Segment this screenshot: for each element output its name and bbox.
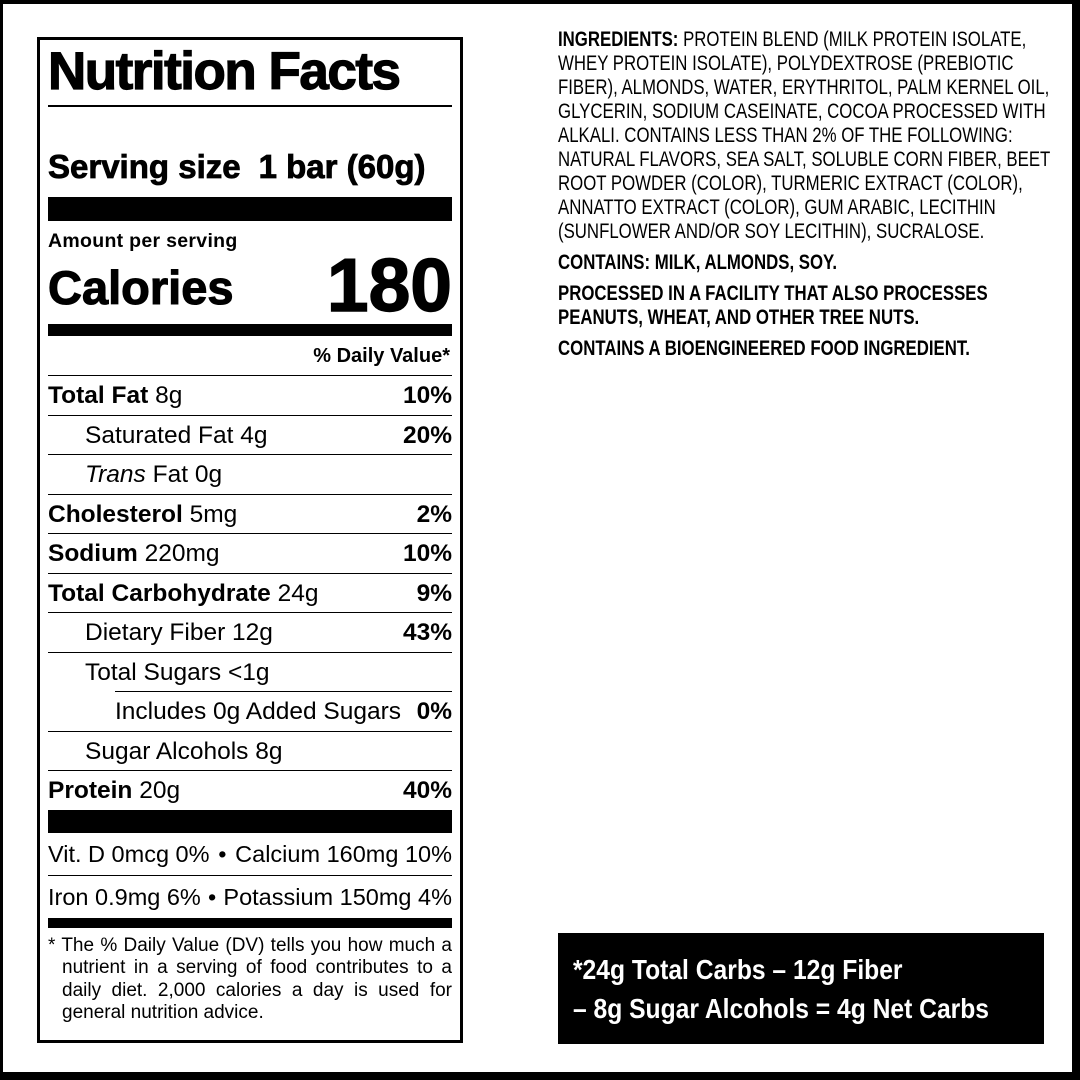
title-rule: [48, 105, 452, 107]
nutrient-row: Trans Fat 0g: [48, 454, 452, 494]
vitamin-row: Vit. D 0mcg 0% • Calcium 160mg 10%: [48, 833, 452, 875]
iron-value: Iron 0.9mg 6%: [48, 883, 201, 910]
net-carbs-line2: – 8g Sugar Alcohols = 4g Net Carbs: [572, 993, 989, 1024]
nutrient-name-amount: Cholesterol 5mg: [48, 500, 238, 528]
nutrient-row: Saturated Fat 4g 20%: [48, 414, 452, 455]
serving-size-label: Serving size: [48, 148, 241, 186]
bullet-separator: •: [218, 840, 227, 867]
calories-label: Calories: [47, 260, 234, 314]
nutrient-name-amount: Includes 0g Added Sugars: [115, 698, 402, 725]
calories-value: 180: [326, 243, 453, 327]
nutrient-daily-value: 43%: [402, 619, 452, 646]
ingredients-body: PROTEIN BLEND (MILK PROTEIN ISOLATE, WHE…: [558, 28, 1051, 243]
daily-value-header: % Daily Value*: [313, 345, 450, 367]
ingredients-lead: INGREDIENTS:: [558, 28, 679, 51]
vitamin-row: Iron 0.9mg 6% • Potassium 150mg 4%: [48, 874, 452, 918]
nutrient-name-amount: Dietary Fiber 12g: [85, 619, 273, 646]
nutrient-daily-value: 40%: [402, 777, 452, 804]
nutrient-row: Cholesterol 5mg 2%: [48, 493, 452, 534]
ingredients-paragraph: INGREDIENTS: PROTEIN BLEND (MILK PROTEIN…: [558, 28, 1064, 244]
frame-edge-right: [1072, 0, 1080, 1080]
nutrient-row: Sugar Alcohols 8g: [48, 730, 452, 771]
separator-bar-thick: [48, 197, 452, 221]
nutrient-name-amount: Trans Fat 0g: [85, 461, 223, 488]
nutrient-daily-value: 20%: [402, 421, 452, 449]
nutrition-facts-label: Nutrition Facts Serving size 1 bar (60g)…: [37, 37, 463, 1043]
label-title: Nutrition Facts: [47, 41, 401, 101]
nutrient-daily-value: 0%: [416, 698, 452, 725]
serving-size-value: 1 bar (60g): [258, 148, 426, 186]
nutrient-name-amount: Total Carbohydrate 24g: [48, 579, 319, 607]
separator-indented: [115, 691, 452, 692]
vitamin-d-value: Vit. D 0mcg 0%: [48, 840, 210, 867]
separator-bar-bottom: [48, 917, 452, 928]
frame-edge-top: [0, 0, 1080, 4]
daily-value-footnote: * The % Daily Value (DV) tells you how m…: [48, 935, 452, 1025]
calcium-value: Calcium 160mg 10%: [235, 840, 452, 867]
separator-bar-medium: [48, 324, 452, 336]
net-carbs-text: *24g Total Carbs – 12g Fiber – 8g Sugar …: [558, 933, 1027, 1028]
nutrient-daily-value: 2%: [416, 500, 452, 528]
nutrient-name-amount: Protein 20g: [48, 777, 181, 804]
nutrient-daily-value: 10%: [402, 382, 452, 409]
bullet-separator: •: [208, 883, 217, 910]
nutrient-row: Dietary Fiber 12g 43%: [48, 612, 452, 652]
nutrient-row: Protein 20g 40%: [48, 770, 452, 810]
nutrient-name-amount: Sodium 220mg: [48, 540, 220, 567]
nutrient-row: Total Carbohydrate 24g 9%: [48, 572, 452, 613]
nutrient-row: Sodium 220mg 10%: [48, 533, 452, 573]
bioengineered-statement: CONTAINS A BIOENGINEERED FOOD INGREDIENT…: [558, 337, 970, 360]
nutrient-name-amount: Total Fat 8g: [48, 382, 183, 409]
ingredients-section: INGREDIENTS: PROTEIN BLEND (MILK PROTEIN…: [558, 28, 1064, 368]
nutrient-daily-value: 10%: [402, 540, 452, 567]
nutrient-row: Total Fat 8g 10%: [48, 375, 452, 415]
nutrient-row: Includes 0g Added Sugars 0%: [48, 692, 452, 731]
serving-size-row: Serving size 1 bar (60g): [48, 148, 452, 186]
nutrient-daily-value: 9%: [416, 579, 452, 607]
frame-edge-left: [0, 0, 3, 1080]
nutrient-row: Total Sugars <1g: [48, 651, 452, 692]
amount-per-serving-label: Amount per serving: [48, 230, 238, 252]
nutrient-name-amount: Total Sugars <1g: [85, 658, 270, 686]
nutrient-rows: Total Fat 8g 10% Saturated Fat 4g 20% Trans …: [48, 375, 452, 810]
net-carbs-line1: *24g Total Carbs – 12g Fiber: [572, 954, 903, 985]
facility-statement: PROCESSED IN A FACILITY THAT ALSO PROCES…: [558, 282, 988, 329]
footnote-text: The % Daily Value (DV) tells you how muc…: [61, 934, 453, 1024]
footnote-asterisk: *: [48, 934, 56, 956]
calories-row: Calories 180: [47, 243, 453, 327]
net-carbs-callout: *24g Total Carbs – 12g Fiber – 8g Sugar …: [558, 933, 1044, 1044]
nutrient-name-amount: Saturated Fat 4g: [85, 421, 268, 449]
separator-bar-protein: [48, 809, 452, 833]
potassium-value: Potassium 150mg 4%: [223, 883, 452, 910]
allergen-contains-statement: CONTAINS: MILK, ALMONDS, SOY.: [558, 251, 838, 274]
nutrient-name-amount: Sugar Alcohols 8g: [85, 737, 283, 765]
frame-edge-bottom: [0, 1072, 1080, 1080]
